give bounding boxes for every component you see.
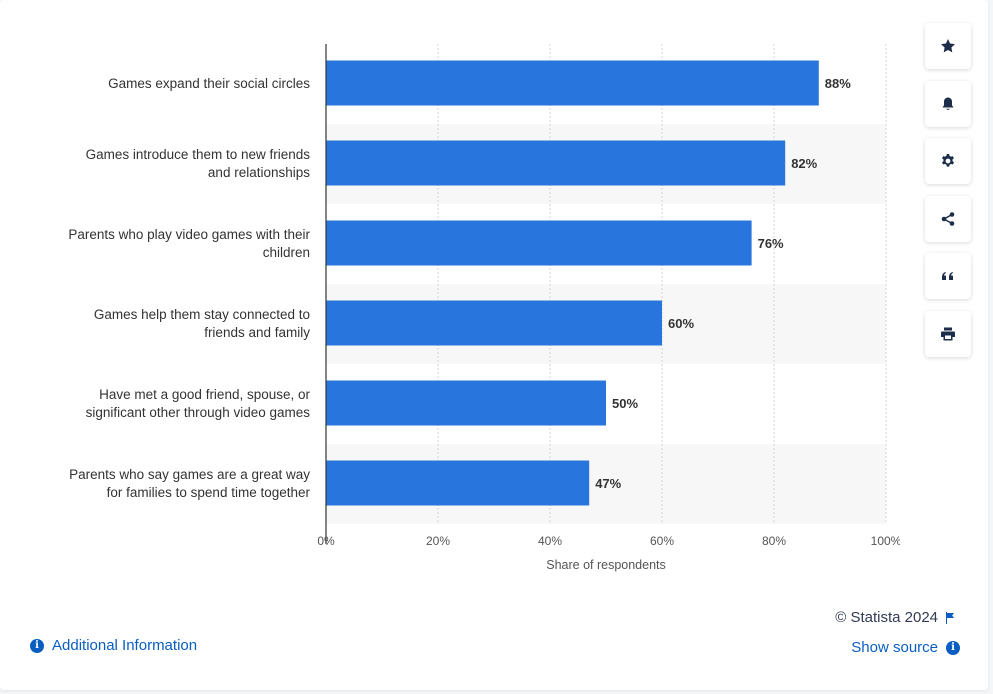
print-button[interactable] bbox=[925, 311, 971, 357]
cite-button[interactable] bbox=[925, 253, 971, 299]
bar bbox=[326, 380, 606, 426]
copyright-notice: © Statista 2024 bbox=[835, 609, 955, 626]
x-tick-label: 0% bbox=[317, 534, 335, 548]
star-icon bbox=[941, 39, 955, 53]
category-label: Have met a good friend, spouse, or bbox=[99, 387, 310, 402]
bar bbox=[326, 60, 819, 106]
bar bbox=[326, 140, 786, 186]
copyright-text: © Statista 2024 bbox=[835, 609, 938, 626]
category-label: children bbox=[263, 245, 310, 260]
category-label: Games expand their social circles bbox=[108, 76, 310, 91]
x-tick-label: 100% bbox=[871, 534, 900, 548]
info-icon: i bbox=[946, 640, 960, 655]
print-icon bbox=[941, 327, 955, 341]
share-button[interactable] bbox=[925, 196, 971, 242]
category-label: and relationships bbox=[208, 165, 310, 180]
bell-icon bbox=[942, 97, 954, 110]
share-icon bbox=[941, 212, 955, 226]
favorite-button[interactable] bbox=[925, 23, 971, 69]
data-label: 50% bbox=[612, 396, 638, 411]
data-label: 88% bbox=[825, 76, 851, 91]
gear-icon bbox=[942, 154, 954, 167]
bar bbox=[326, 460, 590, 506]
category-label: friends and family bbox=[204, 325, 310, 340]
data-label: 47% bbox=[595, 476, 621, 491]
additional-information-label: Additional Information bbox=[52, 637, 198, 654]
x-tick-label: 20% bbox=[426, 534, 450, 548]
quote-icon bbox=[942, 272, 953, 280]
data-label: 82% bbox=[791, 156, 817, 171]
notification-button[interactable] bbox=[925, 81, 971, 127]
data-label: 60% bbox=[668, 316, 694, 331]
data-label: 76% bbox=[758, 236, 784, 251]
category-label: Parents who play video games with their bbox=[68, 227, 310, 242]
show-source-label: Show source bbox=[851, 639, 938, 656]
category-label: Games help them stay connected to bbox=[94, 307, 310, 322]
settings-button[interactable] bbox=[925, 138, 971, 184]
show-source-link[interactable]: Show source i bbox=[851, 639, 960, 656]
bar-chart: 88% Games expand their social circles 82% G… bbox=[68, 44, 900, 572]
category-label: significant other through video games bbox=[86, 405, 311, 420]
bar bbox=[326, 300, 662, 346]
x-tick-label: 80% bbox=[762, 534, 786, 548]
x-axis-title: Share of respondents bbox=[546, 558, 666, 572]
info-icon: i bbox=[30, 638, 44, 653]
x-tick-label: 40% bbox=[538, 534, 562, 548]
x-tick-label: 60% bbox=[650, 534, 674, 548]
category-label: for families to spend time together bbox=[107, 485, 311, 500]
flag-icon[interactable] bbox=[945, 611, 955, 624]
bar bbox=[326, 220, 752, 266]
additional-information-link[interactable]: i Additional Information bbox=[30, 637, 197, 654]
category-label: Games introduce them to new friends bbox=[86, 147, 311, 162]
category-label: Parents who say games are a great way bbox=[69, 467, 310, 482]
